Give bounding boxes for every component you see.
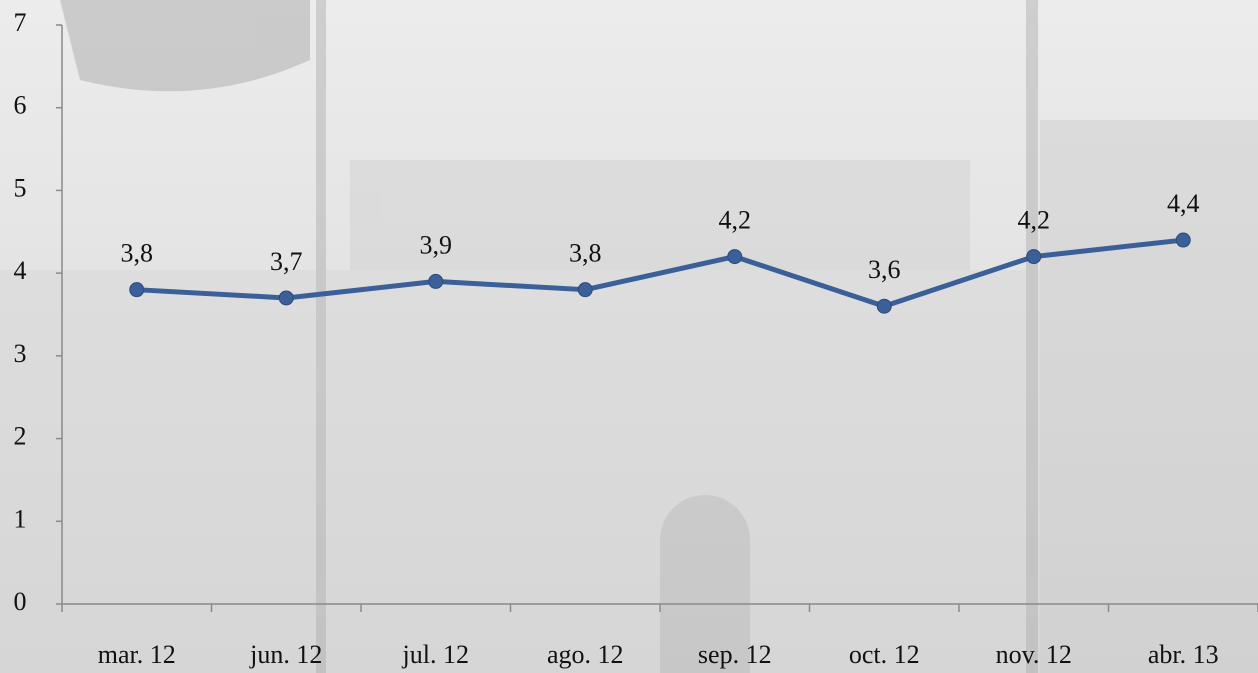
data-label: 4,2 [1018, 206, 1051, 235]
x-tick-label: abr. 13 [1148, 640, 1219, 669]
data-label: 4,2 [719, 206, 752, 235]
y-tick-label: 7 [14, 8, 27, 37]
y-tick-label: 0 [14, 587, 27, 616]
x-tick-label: ago. 12 [547, 640, 624, 669]
chart: 0 1 2 3 4 5 6 7 mar. 12 jun. 12 jul. 12 ago. 12 sep.… [0, 0, 1258, 673]
marker [1027, 250, 1041, 264]
page: {"chart_data": {"type": "line", "categor… [0, 0, 1258, 673]
data-label: 3,7 [270, 247, 303, 276]
marker [728, 250, 742, 264]
marker [279, 291, 293, 305]
y-tick-label: 2 [14, 422, 27, 451]
y-tick-label: 1 [14, 504, 27, 533]
data-label: 3,8 [121, 239, 154, 268]
y-tick-label: 4 [14, 256, 27, 285]
marker [1176, 233, 1190, 247]
x-tick-label: jun. 12 [249, 640, 322, 669]
y-tick-label: 3 [14, 339, 27, 368]
data-label: 3,8 [569, 239, 602, 268]
data-label: 4,4 [1167, 189, 1200, 218]
x-tick-label: mar. 12 [98, 640, 176, 669]
x-tick-label: sep. 12 [698, 640, 772, 669]
marker [877, 299, 891, 313]
marker [130, 283, 144, 297]
y-tick-label: 5 [14, 173, 27, 202]
y-tick-label: 6 [14, 91, 27, 120]
x-tick-label: jul. 12 [402, 640, 469, 669]
data-label: 3,9 [420, 230, 453, 259]
marker [429, 274, 443, 288]
marker [578, 283, 592, 297]
x-tick-label: nov. 12 [996, 640, 1072, 669]
data-label: 3,6 [868, 255, 901, 284]
x-tick-label: oct. 12 [849, 640, 920, 669]
